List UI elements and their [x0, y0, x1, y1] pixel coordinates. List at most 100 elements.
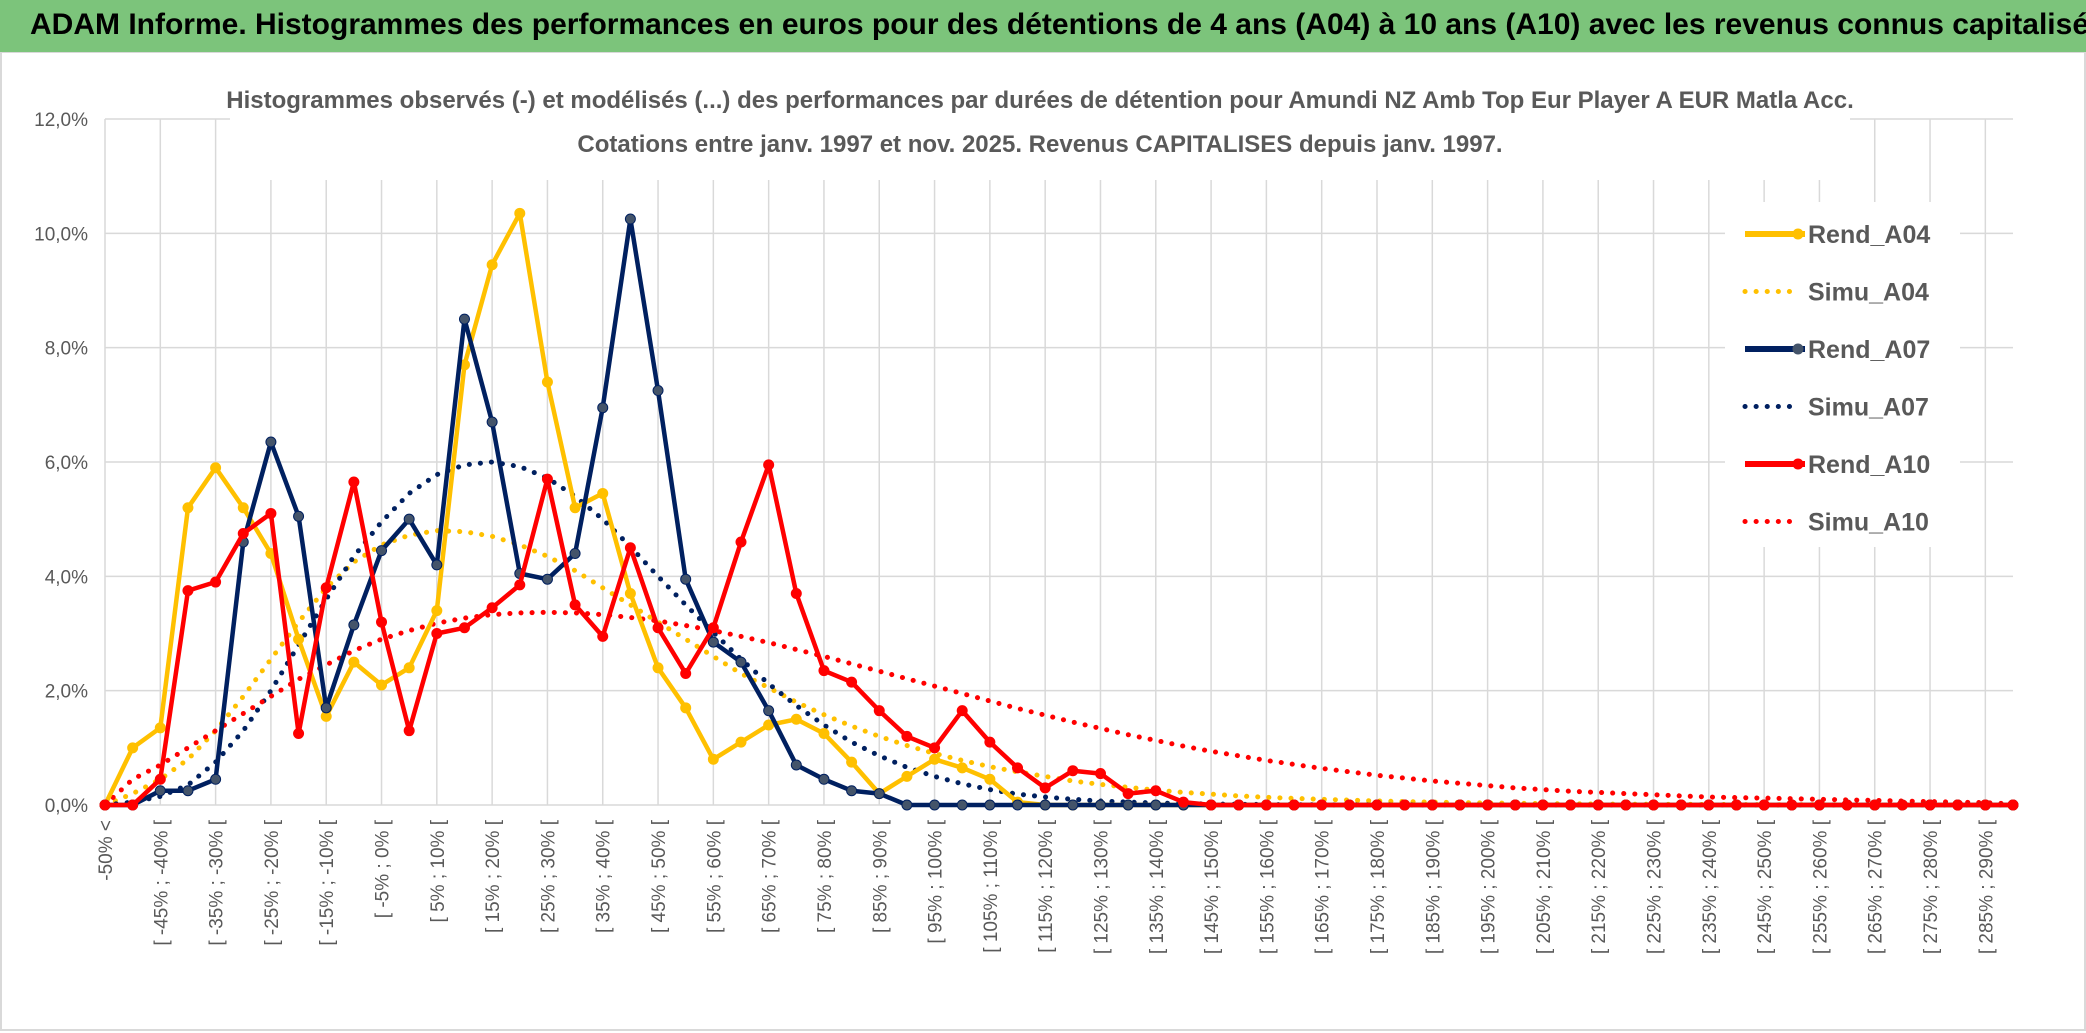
page-title: ADAM Informe. Histogrammes des performan…: [30, 8, 2086, 41]
data-point: [486, 602, 498, 614]
data-point: [514, 579, 526, 591]
data-point: [1592, 799, 1604, 811]
histogram-chart: 0,0% 2,0% 4,0% 6,0% 8,0% 10,0% 12,0% -50% < [ -…: [0, 52, 2086, 1031]
x-tick-label: [ 85% ; 90% [: [870, 819, 891, 933]
data-point: [569, 502, 581, 514]
data-point: [348, 656, 360, 668]
x-tick-label: [ 5% ; 10% [: [428, 819, 449, 922]
data-point: [984, 799, 996, 811]
data-point: [1537, 799, 1549, 811]
y-tick-label: 8,0%: [45, 339, 88, 360]
data-point: [624, 542, 636, 554]
x-tick-label: [ 175% ; 180% [: [1368, 819, 1389, 954]
legend-label: Simu_A04: [1808, 279, 1929, 307]
data-point: [237, 527, 249, 539]
legend-label: Simu_A10: [1808, 509, 1929, 537]
data-point: [735, 656, 747, 668]
data-point: [2007, 799, 2019, 811]
x-tick-label: [ 215% ; 220% [: [1589, 819, 1610, 954]
series-Simu_A07: [102, 459, 2016, 808]
data-point: [154, 785, 166, 797]
data-point: [1952, 799, 1964, 811]
data-point: [376, 545, 388, 557]
data-point: [265, 436, 277, 448]
x-tick-label: [ 245% ; 250% [: [1755, 819, 1776, 954]
data-point: [403, 513, 415, 525]
x-tick-label: [ 55% ; 60% [: [704, 819, 725, 933]
data-point: [154, 722, 166, 734]
legend-item-Simu_A07: Simu_A07: [1742, 394, 1929, 422]
x-tick-label: [ -5% ; 0% [: [373, 819, 394, 918]
data-point: [790, 587, 802, 599]
legend-marker: [1792, 458, 1804, 470]
data-point: [182, 585, 194, 597]
x-tick-label: [ 165% ; 170% [: [1313, 819, 1334, 954]
series-line: [105, 462, 2013, 808]
data-point: [929, 799, 941, 811]
data-point: [541, 573, 553, 585]
data-point: [486, 416, 498, 428]
x-tick-label: [ -35% ; -30% [: [207, 819, 228, 945]
data-point: [1343, 799, 1355, 811]
data-point: [320, 582, 332, 594]
x-tick-label: [ 95% ; 100% [: [926, 819, 947, 943]
data-point: [652, 622, 664, 634]
legend-item-Rend_A07: Rend_A07: [1745, 336, 1930, 364]
data-point: [735, 736, 747, 748]
x-tick-label: [ 155% ; 160% [: [1257, 819, 1278, 954]
data-point: [1205, 799, 1217, 811]
data-point: [1426, 799, 1438, 811]
legend-marker: [1792, 343, 1804, 355]
x-tick-label: [ 225% ; 230% [: [1645, 819, 1666, 954]
data-point: [210, 576, 222, 588]
data-point: [1122, 799, 1134, 811]
header-banner: ADAM Informe. Histogrammes des performan…: [0, 0, 2086, 52]
data-point: [763, 459, 775, 471]
data-point: [127, 799, 139, 811]
data-point: [846, 785, 858, 797]
data-point: [1620, 799, 1632, 811]
legend-item-Rend_A10: Rend_A10: [1745, 451, 1930, 479]
data-point: [1648, 799, 1660, 811]
data-point: [680, 702, 692, 714]
data-point: [1039, 782, 1051, 794]
data-point: [1122, 788, 1134, 800]
x-tick-label: [ 235% ; 240% [: [1700, 819, 1721, 954]
x-tick-label: [ -25% ; -20% [: [262, 819, 283, 945]
data-point: [956, 705, 968, 717]
data-point: [818, 665, 830, 677]
data-point: [763, 705, 775, 717]
data-point: [1399, 799, 1411, 811]
data-point: [541, 376, 553, 388]
data-point: [929, 753, 941, 765]
data-point: [293, 633, 305, 645]
data-point: [790, 713, 802, 725]
data-point: [1482, 799, 1494, 811]
data-point: [652, 385, 664, 397]
data-point: [514, 207, 526, 219]
data-point: [1288, 799, 1300, 811]
x-tick-label: [ 145% ; 150% [: [1202, 819, 1223, 954]
data-point: [1371, 799, 1383, 811]
data-point: [1094, 799, 1106, 811]
data-point: [376, 616, 388, 628]
data-point: [1012, 799, 1024, 811]
data-point: [1924, 799, 1936, 811]
y-tick-label: 6,0%: [45, 453, 88, 474]
data-point: [956, 799, 968, 811]
data-point: [182, 502, 194, 514]
data-point: [541, 473, 553, 485]
legend-label: Simu_A07: [1808, 394, 1929, 422]
data-point: [790, 759, 802, 771]
data-point: [431, 559, 443, 571]
x-tick-label: [ 65% ; 70% [: [760, 819, 781, 933]
data-point: [1039, 799, 1051, 811]
x-tick-label: [ 185% ; 190% [: [1423, 819, 1444, 954]
data-point: [348, 619, 360, 631]
chart-title: Histogrammes observés (-) et modélisés (…: [226, 87, 1853, 114]
y-tick-label: 4,0%: [45, 567, 88, 588]
chart-subtitle: Cotations entre janv. 1997 et nov. 2025.…: [577, 131, 1502, 158]
data-point: [1979, 799, 1991, 811]
x-tick-label: [ 105% ; 110% [: [981, 819, 1002, 952]
data-point: [1841, 799, 1853, 811]
